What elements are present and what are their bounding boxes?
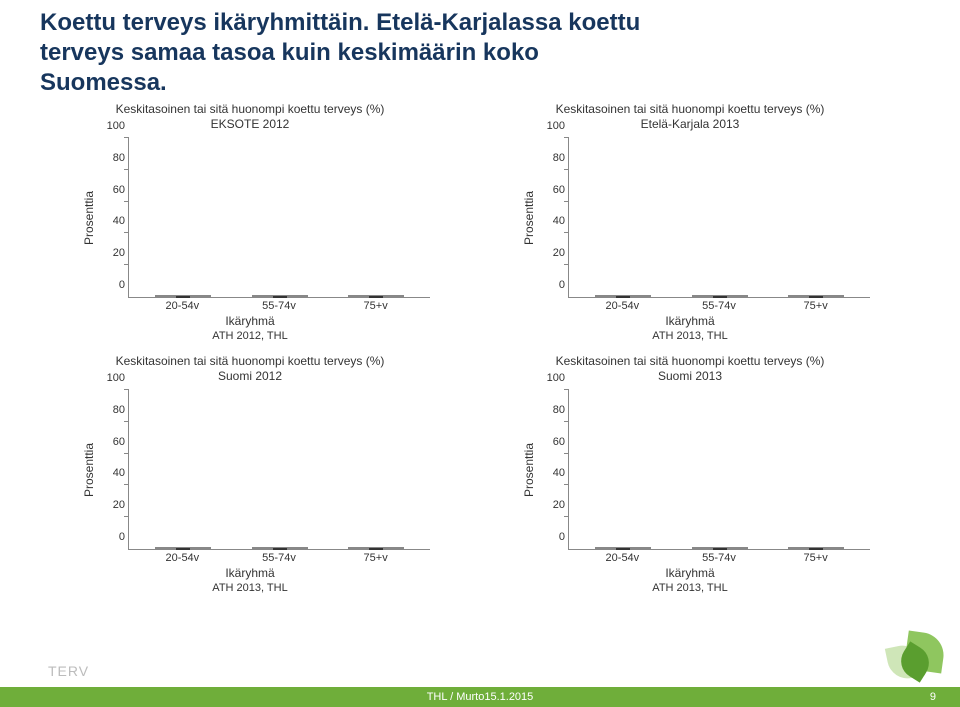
- x-tick-label: 55-74v: [702, 300, 736, 312]
- x-axis-label: Ikäryhmä: [60, 314, 440, 328]
- x-tick-label: 20-54v: [606, 552, 640, 564]
- plot-area: 020406080100: [568, 390, 870, 550]
- y-tick-label: 20: [101, 247, 125, 259]
- y-tick-label: 40: [541, 215, 565, 227]
- chart-title-line: Keskitasoinen tai sitä huonompi koettu t…: [60, 102, 440, 117]
- heading-line: terveys samaa tasoa kuin keskimäärin kok…: [40, 38, 920, 68]
- y-tick-label: 60: [541, 184, 565, 196]
- x-tick-label: 20-54v: [606, 300, 640, 312]
- x-tick-label: 20-54v: [166, 300, 200, 312]
- x-ticks: 20-54v 55-74v 75+v: [128, 298, 430, 314]
- heading-line: Suomessa.: [40, 68, 920, 98]
- bars-container: [569, 138, 870, 297]
- y-axis-label: Prosenttia: [522, 191, 536, 245]
- y-tick-label: 40: [101, 467, 125, 479]
- y-tick-label: 40: [101, 215, 125, 227]
- footer-page: 9: [930, 687, 936, 707]
- y-tick-label: 100: [101, 372, 125, 384]
- x-tick-label: 75+v: [364, 552, 388, 564]
- y-tick-label: 100: [541, 372, 565, 384]
- bars-container: [569, 390, 870, 549]
- y-tick-label: 100: [101, 120, 125, 132]
- slide-heading: Koettu terveys ikäryhmittäin. Etelä-Karj…: [0, 0, 960, 102]
- chart-source: ATH 2013, THL: [500, 330, 880, 342]
- chart-title-line: Keskitasoinen tai sitä huonompi koettu t…: [60, 354, 440, 369]
- chart-panel: Keskitasoinen tai sitä huonompi koettu t…: [60, 354, 440, 598]
- y-tick-label: 0: [101, 531, 125, 543]
- chart-panel: Keskitasoinen tai sitä huonompi koettu t…: [500, 102, 880, 346]
- y-tick-label: 0: [101, 279, 125, 291]
- footer-bar: THL / Murto15.1.2015 9: [0, 687, 960, 707]
- chart-panel: Keskitasoinen tai sitä huonompi koettu t…: [60, 102, 440, 346]
- x-ticks: 20-54v 55-74v 75+v: [568, 550, 870, 566]
- x-tick-label: 20-54v: [166, 552, 200, 564]
- y-tick-label: 80: [541, 404, 565, 416]
- y-tick-label: 80: [541, 152, 565, 164]
- x-axis-label: Ikäryhmä: [60, 566, 440, 580]
- plot-area: 020406080100: [568, 138, 870, 298]
- y-tick-label: 0: [541, 279, 565, 291]
- y-tick-label: 60: [541, 436, 565, 448]
- y-tick-label: 100: [541, 120, 565, 132]
- plot-area: 020406080100: [128, 390, 430, 550]
- x-tick-label: 75+v: [804, 552, 828, 564]
- heading-line: Koettu terveys ikäryhmittäin. Etelä-Karj…: [40, 8, 920, 38]
- plot-area: 020406080100: [128, 138, 430, 298]
- x-tick-label: 55-74v: [262, 300, 296, 312]
- chart-area: Prosenttia020406080100: [540, 138, 870, 298]
- y-axis-label: Prosenttia: [82, 443, 96, 497]
- chart-panel: Keskitasoinen tai sitä huonompi koettu t…: [500, 354, 880, 598]
- y-tick-label: 60: [101, 436, 125, 448]
- side-label: TERV: [48, 663, 89, 679]
- y-tick-label: 20: [541, 499, 565, 511]
- x-ticks: 20-54v 55-74v 75+v: [568, 298, 870, 314]
- logo-icon: [882, 617, 952, 687]
- y-tick-label: 60: [101, 184, 125, 196]
- chart-source: ATH 2013, THL: [500, 582, 880, 594]
- x-tick-label: 55-74v: [702, 552, 736, 564]
- bars-container: [129, 390, 430, 549]
- y-tick-label: 40: [541, 467, 565, 479]
- y-tick-label: 20: [541, 247, 565, 259]
- x-tick-label: 75+v: [364, 300, 388, 312]
- footer-text: THL / Murto15.1.2015: [427, 687, 534, 707]
- y-tick-label: 80: [101, 152, 125, 164]
- charts-grid: Keskitasoinen tai sitä huonompi koettu t…: [0, 102, 960, 598]
- bars-container: [129, 138, 430, 297]
- y-axis-label: Prosenttia: [522, 443, 536, 497]
- y-tick-label: 0: [541, 531, 565, 543]
- y-tick-label: 20: [101, 499, 125, 511]
- x-axis-label: Ikäryhmä: [500, 566, 880, 580]
- chart-source: ATH 2012, THL: [60, 330, 440, 342]
- chart-area: Prosenttia020406080100: [100, 390, 430, 550]
- x-tick-label: 55-74v: [262, 552, 296, 564]
- chart-title-line: Keskitasoinen tai sitä huonompi koettu t…: [500, 102, 880, 117]
- x-axis-label: Ikäryhmä: [500, 314, 880, 328]
- chart-area: Prosenttia020406080100: [540, 390, 870, 550]
- chart-source: ATH 2013, THL: [60, 582, 440, 594]
- x-tick-label: 75+v: [804, 300, 828, 312]
- chart-title-line: Keskitasoinen tai sitä huonompi koettu t…: [500, 354, 880, 369]
- x-ticks: 20-54v 55-74v 75+v: [128, 550, 430, 566]
- y-axis-label: Prosenttia: [82, 191, 96, 245]
- y-tick-label: 80: [101, 404, 125, 416]
- chart-area: Prosenttia020406080100: [100, 138, 430, 298]
